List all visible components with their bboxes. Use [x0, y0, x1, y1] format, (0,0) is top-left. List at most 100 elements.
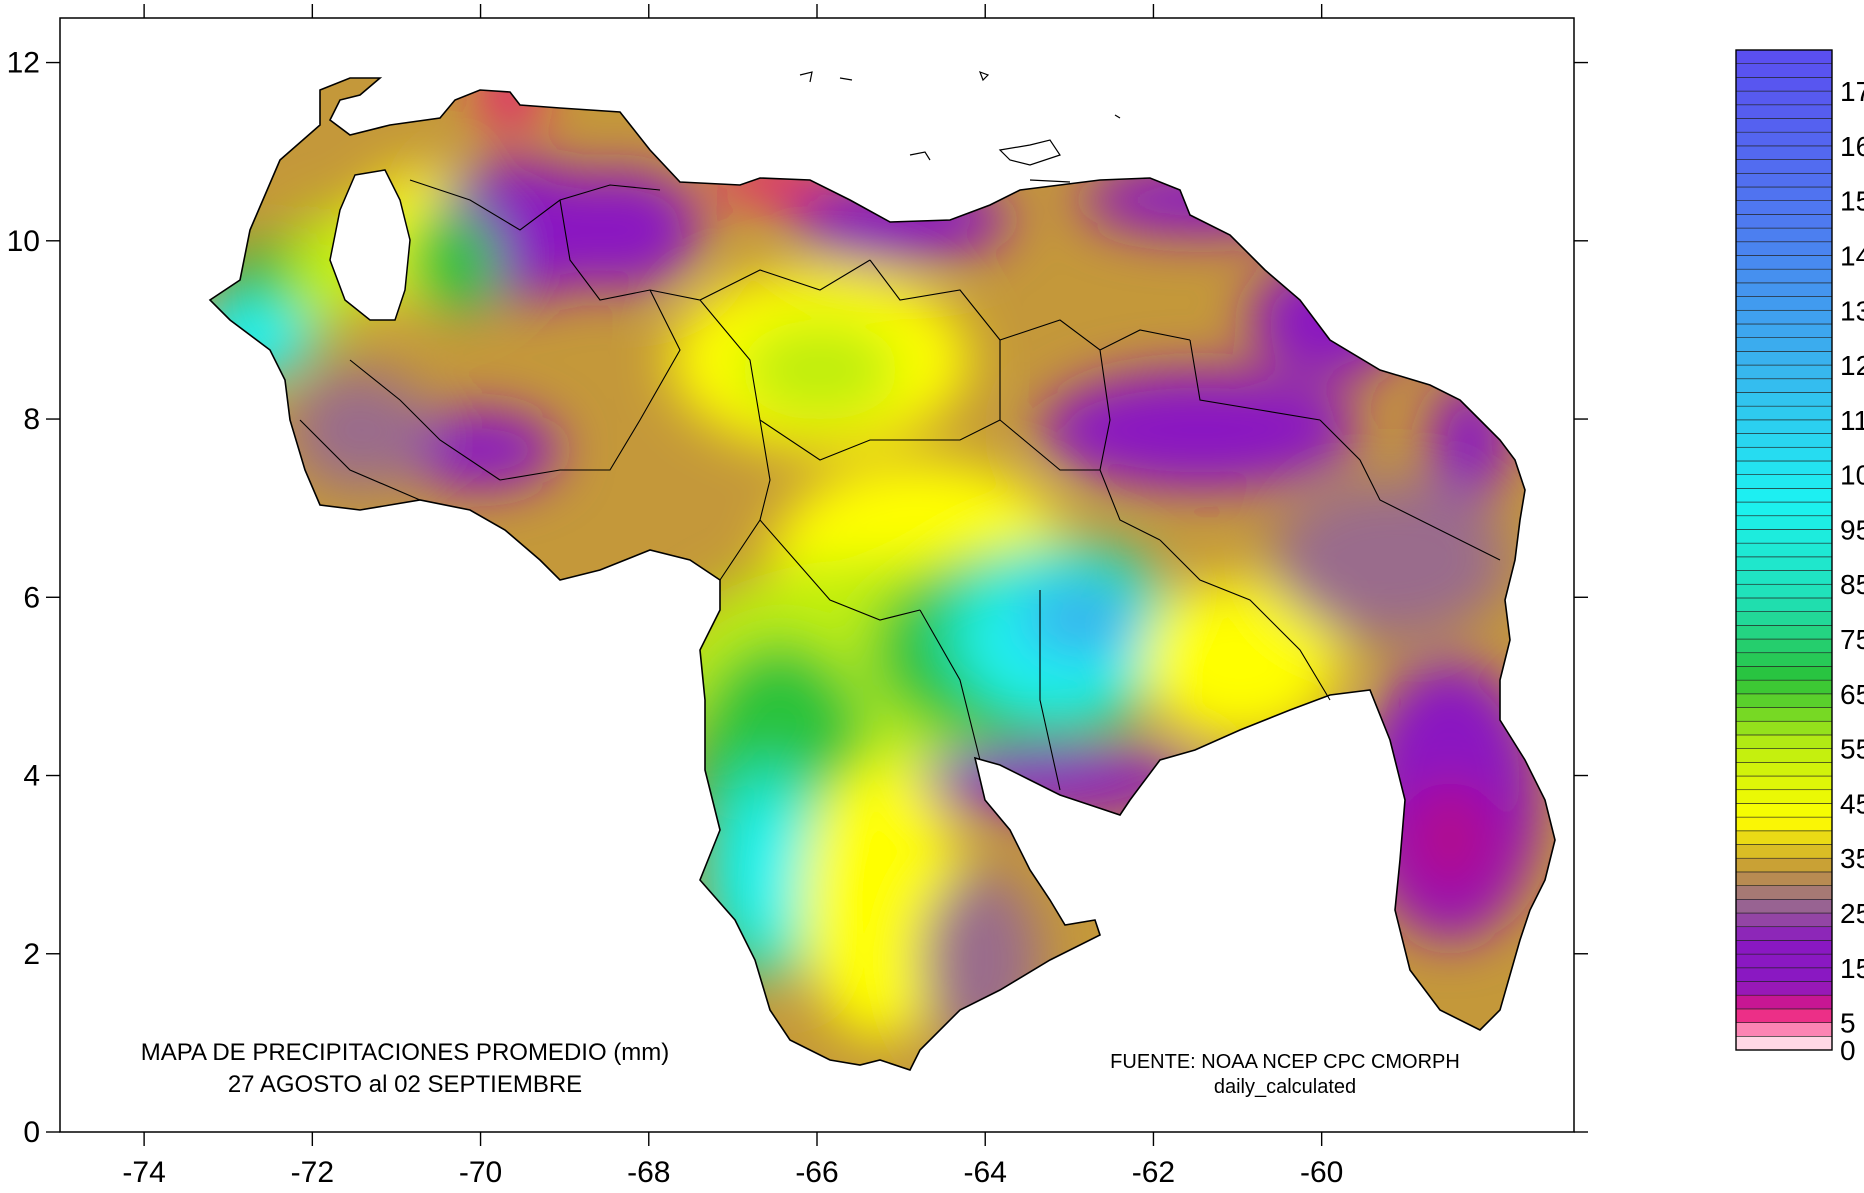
- colorbar-band: [1735, 666, 1833, 681]
- islands: [799, 70, 1121, 183]
- lake-maracaibo: [329, 169, 411, 321]
- colorbar-band: [1735, 1008, 1833, 1023]
- colorbar-label: 95: [1840, 514, 1864, 545]
- y-tick-label: 6: [23, 581, 40, 614]
- colorbar-label: 105: [1840, 460, 1864, 491]
- colorbar-band: [1735, 775, 1833, 791]
- colorbar-band: [1735, 296, 1833, 311]
- colorbar-label: 155: [1840, 186, 1864, 217]
- colorbar-band: [1735, 720, 1833, 736]
- colorbar-band: [1735, 282, 1833, 297]
- colorbar-band: [1735, 104, 1833, 119]
- colorbar-label: 75: [1840, 624, 1864, 655]
- colorbar-band: [1735, 159, 1833, 174]
- colorbar-band: [1735, 707, 1833, 722]
- colorbar-label: 65: [1840, 679, 1864, 710]
- colorbar-band: [1735, 255, 1833, 270]
- colorbar-label: 145: [1840, 240, 1864, 271]
- colorbar-band: [1735, 227, 1833, 243]
- colorbar-label: 55: [1840, 734, 1864, 765]
- colorbar-label: 115: [1840, 405, 1864, 436]
- colorbar-label: 35: [1840, 843, 1864, 874]
- colorbar-band: [1735, 871, 1833, 886]
- colorbar-band: [1735, 693, 1833, 708]
- colorbar-band: [1735, 351, 1833, 366]
- colorbar-label: 85: [1840, 569, 1864, 600]
- y-tick-label: 0: [23, 1116, 40, 1149]
- colorbar-band: [1735, 77, 1833, 92]
- colorbar-band: [1735, 625, 1833, 640]
- colorbar-band: [1735, 172, 1833, 188]
- colorbar-band: [1735, 49, 1833, 64]
- x-tick-label: -70: [459, 1156, 502, 1189]
- colorbar-band: [1735, 515, 1833, 530]
- colorbar-band: [1735, 323, 1833, 338]
- colorbar-frame: [1735, 49, 1833, 1051]
- colorbar-band: [1735, 926, 1833, 941]
- x-tick-label: -74: [122, 1156, 165, 1189]
- x-tick-label: -72: [291, 1156, 334, 1189]
- colorbar-band: [1735, 583, 1833, 599]
- colorbar-band: [1735, 419, 1833, 434]
- colorbar-band: [1735, 378, 1833, 393]
- y-tick-label: 8: [23, 403, 40, 436]
- x-tick-label: -62: [1132, 1156, 1175, 1189]
- x-tick-label: -64: [964, 1156, 1007, 1189]
- colorbar-band: [1735, 912, 1833, 928]
- y-tick-label: 4: [23, 760, 40, 793]
- country-outline: [208, 77, 1556, 1071]
- colorbar-band: [1735, 570, 1833, 585]
- colorbar-band: [1735, 145, 1833, 160]
- x-tick-label: -60: [1300, 1156, 1343, 1189]
- colorbar-band: [1735, 309, 1833, 325]
- colorbar-band: [1735, 994, 1833, 1010]
- source-line1: FUENTE: NOAA NCEP CPC CMORPH: [1110, 1051, 1460, 1073]
- colorbar-band: [1735, 405, 1833, 421]
- colorbar-label: 25: [1840, 898, 1864, 929]
- colorbar-band: [1735, 433, 1833, 448]
- colorbar-band: [1735, 816, 1833, 832]
- colorbar-band: [1735, 597, 1833, 612]
- colorbar: 05 15 25 35 45 55 65 75 85 95 105 115 125 135 145 155 16…: [1735, 49, 1864, 1066]
- colorbar-band: [1735, 186, 1833, 201]
- colorbar-band: [1735, 830, 1833, 845]
- colorbar-band: [1735, 488, 1833, 503]
- colorbar-band: [1735, 748, 1833, 763]
- colorbar-label: 125: [1840, 350, 1864, 381]
- colorbar-band: [1735, 268, 1833, 284]
- colorbar-band: [1735, 981, 1833, 996]
- colorbar-band: [1735, 460, 1833, 475]
- colorbar-band: [1735, 899, 1833, 914]
- colorbar-band: [1735, 90, 1833, 106]
- colorbar-band: [1735, 762, 1833, 777]
- colorbar-band: [1735, 953, 1833, 969]
- colorbar-band: [1735, 967, 1833, 982]
- colorbar-label: 165: [1840, 131, 1864, 162]
- colorbar-band: [1735, 1036, 1833, 1051]
- colorbar-band: [1735, 241, 1833, 256]
- y-tick-label: 12: [7, 47, 40, 80]
- colorbar-label: 5: [1840, 1008, 1856, 1039]
- colorbar-band: [1735, 474, 1833, 489]
- state-boundaries: [299, 179, 1501, 791]
- colorbar-band: [1735, 214, 1833, 229]
- colorbar-band: [1735, 789, 1833, 804]
- colorbar-band: [1735, 446, 1833, 462]
- colorbar-label: 0: [1840, 1035, 1856, 1066]
- colorbar-band: [1735, 529, 1833, 544]
- colorbar-band: [1735, 1022, 1833, 1037]
- colorbar-label: 135: [1840, 295, 1864, 326]
- colorbar-band: [1735, 63, 1833, 78]
- map-title-line2: 27 AGOSTO al 02 SEPTIEMBRE: [228, 1071, 582, 1098]
- colorbar-band: [1735, 131, 1833, 147]
- colorbar-band: [1735, 501, 1833, 517]
- colorbar-band: [1735, 392, 1833, 407]
- y-tick-label: 10: [7, 225, 40, 258]
- colorbar-band: [1735, 803, 1833, 818]
- colorbar-label: 45: [1840, 788, 1864, 819]
- colorbar-band: [1735, 364, 1833, 380]
- colorbar-band: [1735, 542, 1833, 558]
- colorbar-label: 175: [1840, 76, 1864, 107]
- colorbar-band: [1735, 611, 1833, 626]
